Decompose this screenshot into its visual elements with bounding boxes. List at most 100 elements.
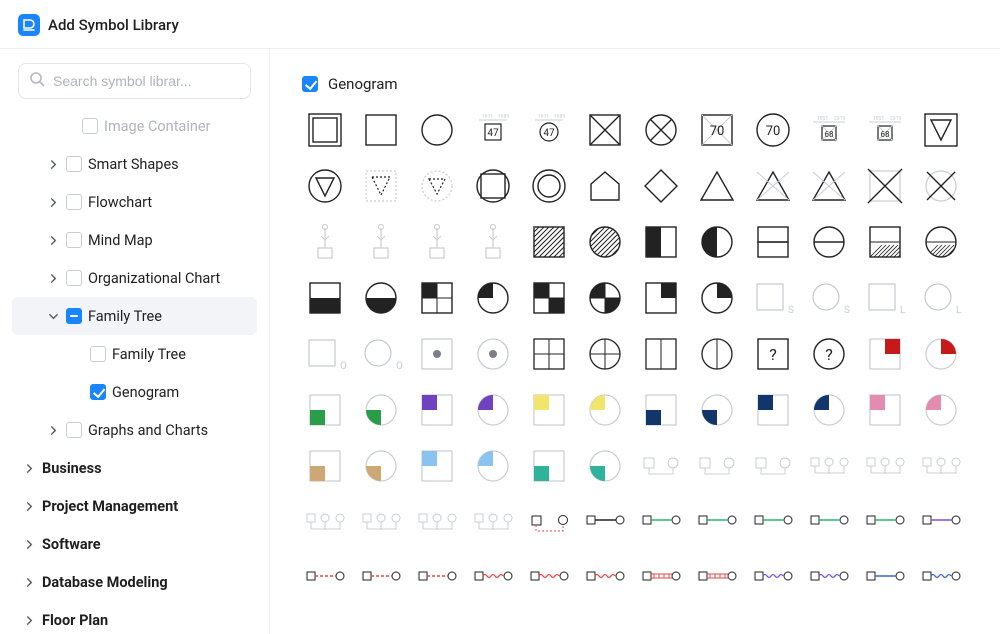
symbol-cell[interactable] — [806, 555, 852, 601]
symbol-cell[interactable] — [918, 443, 964, 489]
symbol-cell[interactable]: ? — [806, 331, 852, 377]
symbol-cell[interactable] — [414, 443, 460, 489]
symbol-cell[interactable] — [750, 163, 796, 209]
symbol-cell[interactable] — [694, 387, 740, 433]
symbol-cell[interactable] — [750, 443, 796, 489]
tree-item[interactable]: Mind Map — [12, 221, 257, 259]
symbol-cell[interactable] — [582, 107, 628, 153]
symbol-cell[interactable] — [582, 443, 628, 489]
symbol-cell[interactable] — [414, 219, 460, 265]
symbol-cell[interactable] — [470, 163, 516, 209]
symbol-cell[interactable] — [638, 443, 684, 489]
symbol-cell[interactable] — [694, 499, 740, 545]
symbol-cell[interactable] — [638, 107, 684, 153]
symbol-cell[interactable] — [918, 107, 964, 153]
symbol-cell[interactable] — [918, 219, 964, 265]
symbol-cell[interactable] — [414, 331, 460, 377]
symbol-cell[interactable] — [918, 387, 964, 433]
checkbox[interactable] — [66, 156, 82, 172]
symbol-cell[interactable] — [526, 163, 572, 209]
symbol-cell[interactable] — [750, 499, 796, 545]
symbol-cell[interactable] — [358, 163, 404, 209]
symbol-cell[interactable] — [862, 387, 908, 433]
symbol-cell[interactable] — [414, 107, 460, 153]
checkbox[interactable] — [90, 346, 106, 362]
symbol-cell[interactable]: 1971198947 — [470, 107, 516, 153]
symbol-cell[interactable] — [302, 275, 348, 321]
symbol-cell[interactable] — [638, 331, 684, 377]
symbol-cell[interactable] — [918, 331, 964, 377]
checkbox[interactable] — [82, 118, 98, 134]
caret-icon[interactable] — [22, 540, 36, 549]
symbol-cell[interactable]: O — [358, 331, 404, 377]
caret-icon[interactable] — [46, 198, 60, 207]
symbol-cell[interactable] — [638, 555, 684, 601]
symbol-cell[interactable] — [806, 443, 852, 489]
symbol-cell[interactable]: 1951201968 — [806, 107, 852, 153]
symbol-cell[interactable] — [638, 163, 684, 209]
symbol-cell[interactable] — [470, 331, 516, 377]
symbol-cell[interactable] — [694, 163, 740, 209]
symbol-cell[interactable] — [302, 499, 348, 545]
caret-icon[interactable] — [22, 578, 36, 587]
symbol-cell[interactable] — [582, 555, 628, 601]
symbol-cell[interactable] — [302, 443, 348, 489]
symbol-cell[interactable] — [750, 387, 796, 433]
tree-item-partial[interactable]: Image Container — [12, 107, 257, 145]
tree-item[interactable]: Project Management — [12, 487, 257, 525]
symbol-cell[interactable] — [694, 331, 740, 377]
symbol-cell[interactable]: 70 — [694, 107, 740, 153]
symbol-cell[interactable] — [582, 275, 628, 321]
tree-item[interactable]: Flowchart — [12, 183, 257, 221]
symbol-cell[interactable] — [694, 275, 740, 321]
symbol-cell[interactable] — [358, 219, 404, 265]
tree-item[interactable]: Genogram — [12, 373, 257, 411]
search-box[interactable] — [18, 63, 251, 99]
symbol-cell[interactable] — [582, 387, 628, 433]
tree-item[interactable]: Graphs and Charts — [12, 411, 257, 449]
symbol-cell[interactable] — [470, 499, 516, 545]
symbol-cell[interactable] — [582, 163, 628, 209]
checkbox[interactable] — [90, 384, 106, 400]
symbol-cell[interactable] — [638, 275, 684, 321]
checkbox[interactable] — [66, 422, 82, 438]
symbol-cell[interactable] — [526, 387, 572, 433]
symbol-cell[interactable] — [414, 387, 460, 433]
symbol-cell[interactable]: 1951201968 — [862, 107, 908, 153]
checkbox[interactable] — [66, 194, 82, 210]
symbol-cell[interactable] — [414, 499, 460, 545]
symbol-cell[interactable] — [862, 499, 908, 545]
symbol-cell[interactable] — [358, 499, 404, 545]
caret-icon[interactable] — [22, 616, 36, 625]
caret-icon[interactable] — [46, 236, 60, 245]
symbol-cell[interactable] — [526, 219, 572, 265]
tree-item[interactable]: Floor Plan — [12, 601, 257, 634]
caret-icon[interactable] — [22, 464, 36, 473]
symbol-cell[interactable] — [694, 219, 740, 265]
symbol-cell[interactable] — [470, 275, 516, 321]
checkbox[interactable] — [66, 270, 82, 286]
caret-icon[interactable] — [46, 274, 60, 283]
symbol-cell[interactable] — [806, 219, 852, 265]
symbol-cell[interactable] — [470, 219, 516, 265]
symbol-cell[interactable] — [582, 499, 628, 545]
library-tree[interactable]: Image ContainerSmart ShapesFlowchartMind… — [0, 107, 269, 634]
symbol-cell[interactable] — [414, 163, 460, 209]
symbol-cell[interactable] — [358, 387, 404, 433]
symbol-cell[interactable] — [414, 275, 460, 321]
symbol-cell[interactable] — [582, 331, 628, 377]
caret-icon[interactable] — [46, 426, 60, 435]
symbol-cell[interactable] — [414, 555, 460, 601]
tree-item[interactable]: Smart Shapes — [12, 145, 257, 183]
symbol-cell[interactable] — [750, 555, 796, 601]
symbol-cell[interactable] — [862, 555, 908, 601]
checkbox[interactable] — [66, 308, 82, 324]
symbol-cell[interactable] — [806, 499, 852, 545]
checkbox[interactable] — [66, 232, 82, 248]
symbol-cell[interactable] — [638, 499, 684, 545]
symbol-cell[interactable]: S — [750, 275, 796, 321]
symbol-cell[interactable]: L — [862, 275, 908, 321]
symbol-cell[interactable] — [918, 163, 964, 209]
caret-icon[interactable] — [22, 502, 36, 511]
symbol-cell[interactable] — [358, 275, 404, 321]
